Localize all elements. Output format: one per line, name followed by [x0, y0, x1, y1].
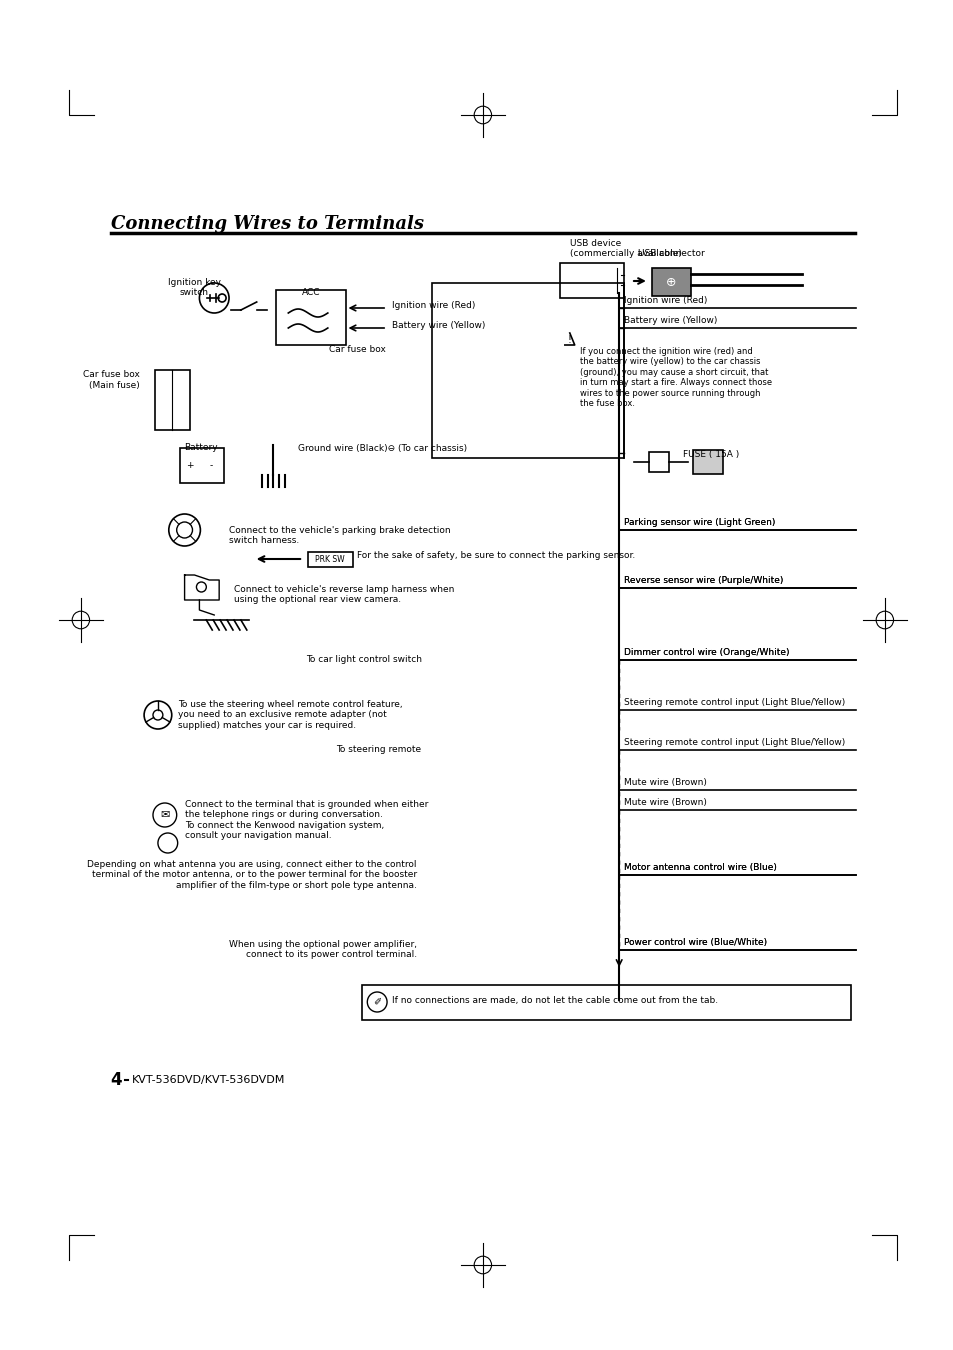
Text: Parking sensor wire (Light Green): Parking sensor wire (Light Green): [623, 518, 775, 526]
Bar: [276, 290, 345, 346]
Text: For the sake of safety, be sure to connect the parking sensor.: For the sake of safety, be sure to conne…: [357, 551, 635, 559]
Text: ⊕: ⊕: [665, 275, 676, 289]
Text: USB device
(commercially available): USB device (commercially available): [569, 239, 681, 258]
Text: If no connections are made, do not let the cable come out from the tab.: If no connections are made, do not let t…: [392, 995, 718, 1004]
Text: Motor antenna control wire (Blue): Motor antenna control wire (Blue): [623, 863, 776, 872]
Text: ✉: ✉: [160, 810, 170, 819]
Bar: [179, 448, 224, 483]
Text: FUSE ( 15A ): FUSE ( 15A ): [682, 450, 739, 459]
Text: ✐: ✐: [373, 998, 381, 1007]
Text: Power control wire (Blue/White): Power control wire (Blue/White): [623, 938, 766, 946]
Text: 4: 4: [111, 1071, 122, 1089]
Text: Reverse sensor wire (Purple/White): Reverse sensor wire (Purple/White): [623, 576, 782, 585]
Bar: [693, 450, 722, 474]
Bar: [648, 452, 668, 472]
Text: Depending on what antenna you are using, connect either to the control
terminal : Depending on what antenna you are using,…: [87, 860, 416, 890]
Text: +: +: [186, 462, 193, 471]
Text: Car fuse box: Car fuse box: [329, 346, 385, 354]
Text: ACC: ACC: [301, 288, 320, 297]
Text: USB connector: USB connector: [638, 248, 704, 258]
Text: When using the optional power amplifier,
connect to its power control terminal.: When using the optional power amplifier,…: [229, 940, 416, 960]
Text: Ground wire (Black)⊖ (To car chassis): Ground wire (Black)⊖ (To car chassis): [298, 444, 467, 452]
Text: Mute wire (Brown): Mute wire (Brown): [623, 778, 706, 787]
Bar: [308, 552, 352, 567]
Text: If you connect the ignition wire (red) and
the battery wire (yellow) to the car : If you connect the ignition wire (red) a…: [579, 347, 771, 408]
Text: Connect to the terminal that is grounded when either
the telephone rings or duri: Connect to the terminal that is grounded…: [184, 801, 428, 840]
Text: Steering remote control input (Light Blue/Yellow): Steering remote control input (Light Blu…: [623, 698, 844, 707]
Bar: [431, 284, 623, 458]
Text: Ignition wire (Red): Ignition wire (Red): [392, 301, 475, 309]
Text: To use the steering wheel remote control feature,
you need to an exclusive remot: To use the steering wheel remote control…: [177, 701, 402, 730]
Text: Car fuse box
(Main fuse): Car fuse box (Main fuse): [83, 370, 140, 390]
Text: PRK SW: PRK SW: [314, 555, 344, 563]
Text: Battery wire (Yellow): Battery wire (Yellow): [392, 320, 485, 329]
Text: To steering remote: To steering remote: [336, 745, 421, 755]
Text: Mute wire (Brown): Mute wire (Brown): [623, 798, 706, 807]
Text: Battery wire (Yellow): Battery wire (Yellow): [623, 316, 717, 325]
Text: Motor antenna control wire (Blue): Motor antenna control wire (Blue): [623, 863, 776, 872]
Text: Power control wire (Blue/White): Power control wire (Blue/White): [623, 938, 766, 946]
Bar: [362, 986, 850, 1021]
Text: Connecting Wires to Terminals: Connecting Wires to Terminals: [111, 215, 423, 234]
Text: -: -: [210, 462, 213, 471]
Bar: [559, 263, 623, 298]
Text: To car light control switch: To car light control switch: [305, 656, 421, 664]
Text: Ignition key
switch: Ignition key switch: [168, 278, 221, 297]
Bar: [651, 269, 691, 296]
Text: KVT-536DVD/KVT-536DVDM: KVT-536DVD/KVT-536DVDM: [132, 1075, 285, 1085]
Text: Ignition wire (Red): Ignition wire (Red): [623, 296, 707, 305]
Text: !: !: [567, 335, 571, 346]
Text: Dimmer control wire (Orange/White): Dimmer control wire (Orange/White): [623, 648, 789, 657]
Text: Steering remote control input (Light Blue/Yellow): Steering remote control input (Light Blu…: [623, 738, 844, 747]
Text: Battery: Battery: [184, 443, 218, 452]
Text: Connect to vehicle's reverse lamp harness when
using the optional rear view came: Connect to vehicle's reverse lamp harnes…: [233, 585, 454, 605]
Text: Reverse sensor wire (Purple/White): Reverse sensor wire (Purple/White): [623, 576, 782, 585]
Bar: [154, 370, 190, 431]
Text: Parking sensor wire (Light Green): Parking sensor wire (Light Green): [623, 518, 775, 526]
Text: Dimmer control wire (Orange/White): Dimmer control wire (Orange/White): [623, 648, 789, 657]
Text: Connect to the vehicle's parking brake detection
switch harness.: Connect to the vehicle's parking brake d…: [229, 526, 450, 545]
